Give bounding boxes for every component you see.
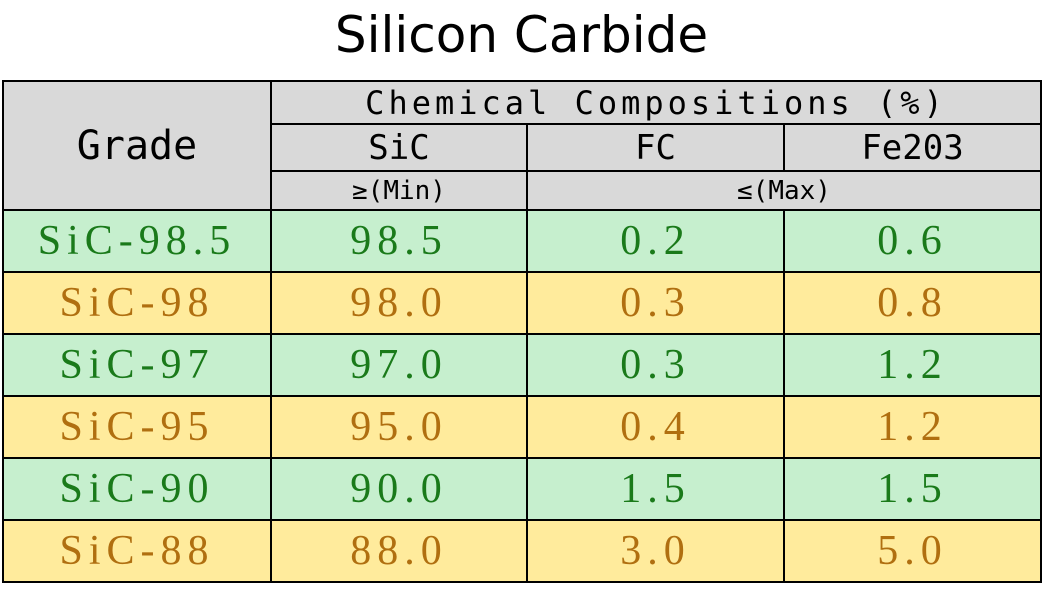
column-header: FC bbox=[526, 122, 785, 173]
value-cell: 90.0 bbox=[270, 457, 528, 521]
grade-header: Grade bbox=[2, 80, 272, 211]
value-cell: 0.4 bbox=[526, 395, 785, 459]
value-cell: 0.6 bbox=[783, 209, 1042, 273]
grade-cell: SiC-88 bbox=[2, 519, 272, 583]
value-cell: 1.2 bbox=[783, 395, 1042, 459]
value-cell: 0.3 bbox=[526, 333, 785, 397]
grade-cell: SiC-97 bbox=[2, 333, 272, 397]
limit-header: ≤(Max) bbox=[526, 170, 1042, 211]
table-row: SiC-90 90.0 1.5 1.5 bbox=[2, 457, 1042, 521]
table-row: SiC-95 95.0 0.4 1.2 bbox=[2, 395, 1042, 459]
value-cell: 0.8 bbox=[783, 271, 1042, 335]
grade-cell: SiC-95 bbox=[2, 395, 272, 459]
column-header: Fe203 bbox=[783, 122, 1042, 173]
table-row: SiC-98 98.0 0.3 0.8 bbox=[2, 271, 1042, 335]
value-cell: 95.0 bbox=[270, 395, 528, 459]
value-cell: 98.5 bbox=[270, 209, 528, 273]
group-header: Chemical Compositions (%) bbox=[270, 80, 1042, 125]
value-cell: 0.3 bbox=[526, 271, 785, 335]
value-cell: 5.0 bbox=[783, 519, 1042, 583]
table-body: SiC-98.5 98.5 0.2 0.6 SiC-98 98.0 0.3 0.8 SiC-97… bbox=[2, 209, 1042, 583]
value-cell: 1.5 bbox=[783, 457, 1042, 521]
table-row: SiC-98.5 98.5 0.2 0.6 bbox=[2, 209, 1042, 273]
grade-cell: SiC-98 bbox=[2, 271, 272, 335]
value-cell: 1.2 bbox=[783, 333, 1042, 397]
limit-header: ≥(Min) bbox=[270, 170, 528, 211]
value-cell: 0.2 bbox=[526, 209, 785, 273]
table-row: SiC-97 97.0 0.3 1.2 bbox=[2, 333, 1042, 397]
table-row: SiC-88 88.0 3.0 5.0 bbox=[2, 519, 1042, 583]
value-cell: 1.5 bbox=[526, 457, 785, 521]
value-cell: 97.0 bbox=[270, 333, 528, 397]
column-header: SiC bbox=[270, 122, 528, 173]
composition-table: Grade Chemical Compositions (%) SiC FC F… bbox=[2, 80, 1042, 583]
grade-cell: SiC-98.5 bbox=[2, 209, 272, 273]
value-cell: 3.0 bbox=[526, 519, 785, 583]
title: Silicon Carbide bbox=[334, 6, 709, 64]
value-cell: 98.0 bbox=[270, 271, 528, 335]
grade-cell: SiC-90 bbox=[2, 457, 272, 521]
value-cell: 88.0 bbox=[270, 519, 528, 583]
